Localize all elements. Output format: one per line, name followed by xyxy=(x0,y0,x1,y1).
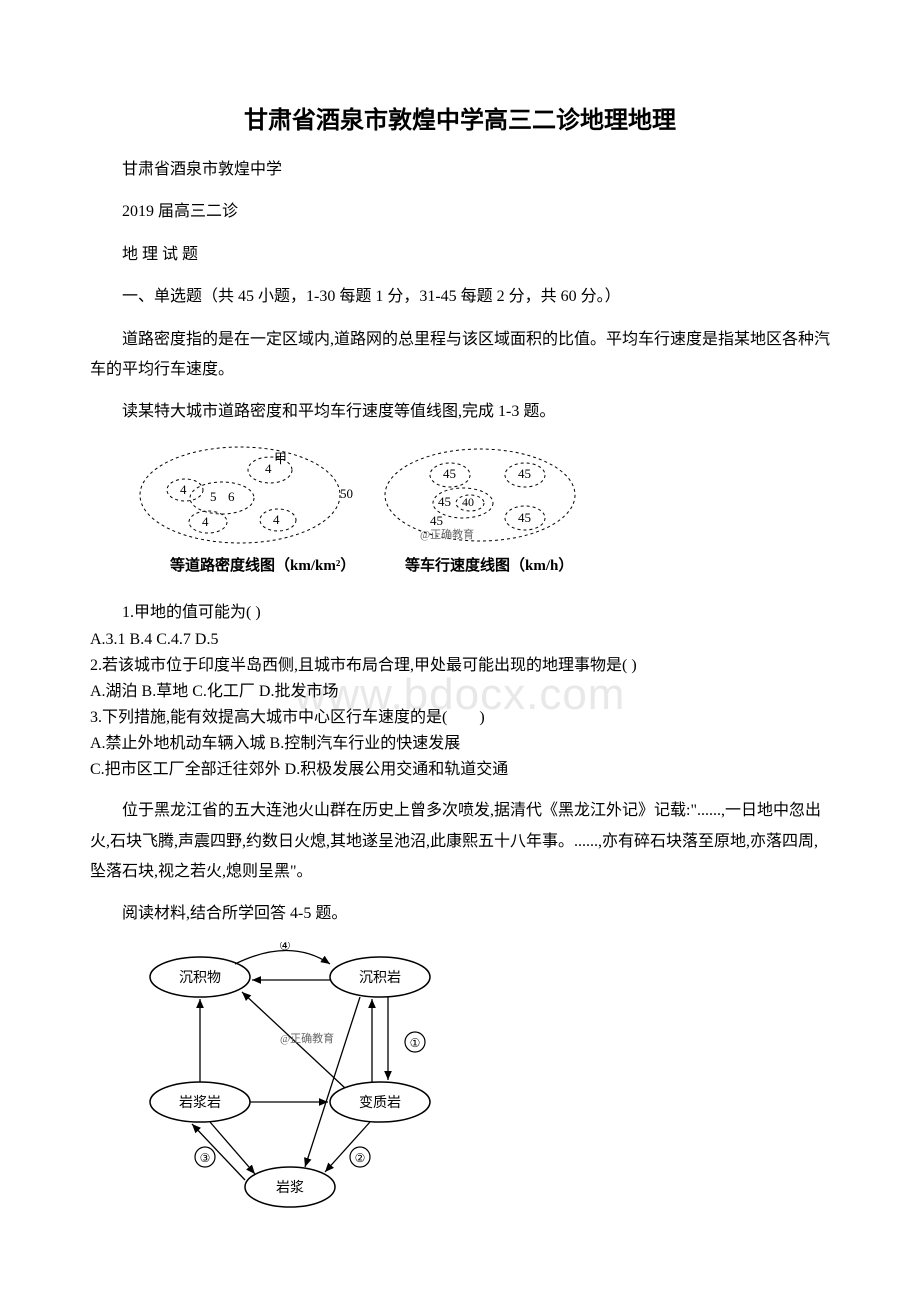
right-caption: 等车行速度线图（km/h） xyxy=(405,556,573,574)
left-caption: 等道路密度线图（km/km²） xyxy=(170,556,355,574)
node-igneous: 岩浆岩 xyxy=(179,1095,221,1111)
node-magma: 岩浆 xyxy=(276,1180,304,1196)
node-sediment: 沉积物 xyxy=(179,970,221,986)
document-title: 甘肃省酒泉市敦煌中学高三二诊地理地理 xyxy=(90,100,830,135)
document-content: 甘肃省酒泉市敦煌中学高三二诊地理地理 甘肃省酒泉市敦煌中学 2019 届高三二诊… xyxy=(90,100,830,1212)
speed-val: 45 xyxy=(518,466,531,481)
exam-session: 2019 届高三二诊 xyxy=(90,197,830,227)
context-para-3: 位于黑龙江省的五大连池火山群在历史上曾多次喷发,据清代《黑龙江外记》记载:"..… xyxy=(90,796,830,887)
speed-val: 40 xyxy=(462,495,474,509)
context-para-2: 读某特大城市道路密度和平均车行速度等值线图,完成 1-3 题。 xyxy=(90,397,830,427)
subject-heading: 地 理 试 题 xyxy=(90,240,830,270)
speed-val: 45 xyxy=(430,513,443,528)
label-1: ① xyxy=(410,1036,421,1050)
density-val: 4 xyxy=(273,512,280,527)
density-marker-jia: 甲 xyxy=(274,451,287,466)
density-val: 4 xyxy=(202,514,209,529)
school-name: 甘肃省酒泉市敦煌中学 xyxy=(90,155,830,185)
q1-stem: 1.甲地的值可能为( ) xyxy=(90,598,830,628)
density-val: 4 xyxy=(265,461,272,476)
density-val: 50 xyxy=(340,486,353,501)
context-para-1: 道路密度指的是在一定区域内,道路网的总里程与该区域面积的比值。平均车行速度是指某… xyxy=(90,325,830,386)
q3-options-1: A.禁止外地机动车辆入城 B.控制汽车行业的快速发展 xyxy=(90,732,830,756)
q2-options: A.湖泊 B.草地 C.化工厂 D.批发市场 xyxy=(90,680,830,704)
rock-cycle-diagram: 沉积物 沉积岩 岩浆岩 变质岩 岩浆 ④ ① xyxy=(130,942,830,1212)
contour-diagram: 4 4 甲 5 6 4 4 50 45 45 45 40 45 45 @正确教育… xyxy=(130,440,830,590)
density-val: 4 xyxy=(180,482,187,497)
section-heading: 一、单选题（共 45 小题，1-30 每题 1 分，31-45 每题 2 分，共… xyxy=(90,282,830,312)
diagram-watermark: @正确教育 xyxy=(420,527,474,541)
context-para-4: 阅读材料,结合所学回答 4-5 题。 xyxy=(90,899,830,929)
node-metamorphic: 变质岩 xyxy=(359,1095,401,1111)
q3-options-2: C.把市区工厂全部迁往郊外 D.积极发展公用交通和轨道交通 xyxy=(90,758,830,782)
speed-val: 45 xyxy=(518,510,531,525)
q3-stem: 3.下列措施,能有效提高大城市中心区行车速度的是( ) xyxy=(90,706,830,730)
speed-val: 45 xyxy=(438,494,451,509)
label-2: ② xyxy=(355,1151,366,1165)
q2-stem: 2.若该城市位于印度半岛西侧,且城市布局合理,甲处最可能出现的地理事物是( ) xyxy=(90,654,830,678)
label-3: ③ xyxy=(200,1151,211,1165)
density-val: 6 xyxy=(228,489,235,504)
density-val: 5 xyxy=(210,489,217,504)
q1-options: A.3.1 B.4 C.4.7 D.5 xyxy=(90,628,830,652)
speed-val: 45 xyxy=(443,466,456,481)
diagram2-watermark: @正确教育 xyxy=(280,1031,334,1045)
label-4: ④ xyxy=(279,942,291,953)
node-sedimentary: 沉积岩 xyxy=(359,970,401,986)
